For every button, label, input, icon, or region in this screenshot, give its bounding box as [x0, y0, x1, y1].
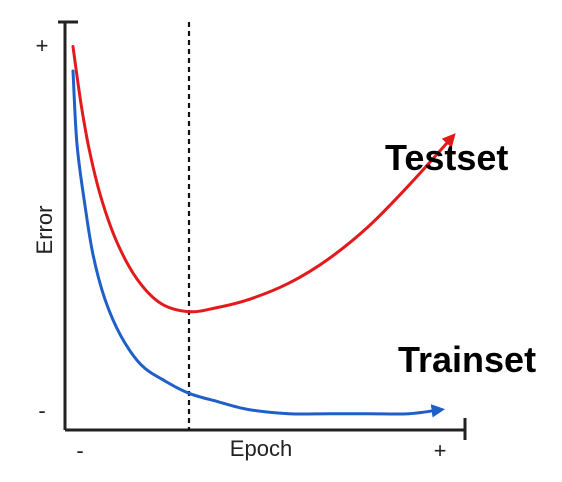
axes — [58, 20, 467, 440]
y-axis-label: Error — [32, 206, 57, 255]
x-tick-min: - — [76, 438, 83, 463]
trainset-curve — [71, 69, 446, 418]
x-axis-label: Epoch — [230, 436, 292, 461]
y-tick-max: + — [36, 33, 49, 58]
testset-curve — [71, 45, 456, 314]
y-tick-min: - — [38, 398, 45, 423]
trainset-label: Trainset — [398, 339, 536, 380]
testset-label: Testset — [385, 137, 508, 178]
x-tick-max: + — [434, 438, 447, 463]
